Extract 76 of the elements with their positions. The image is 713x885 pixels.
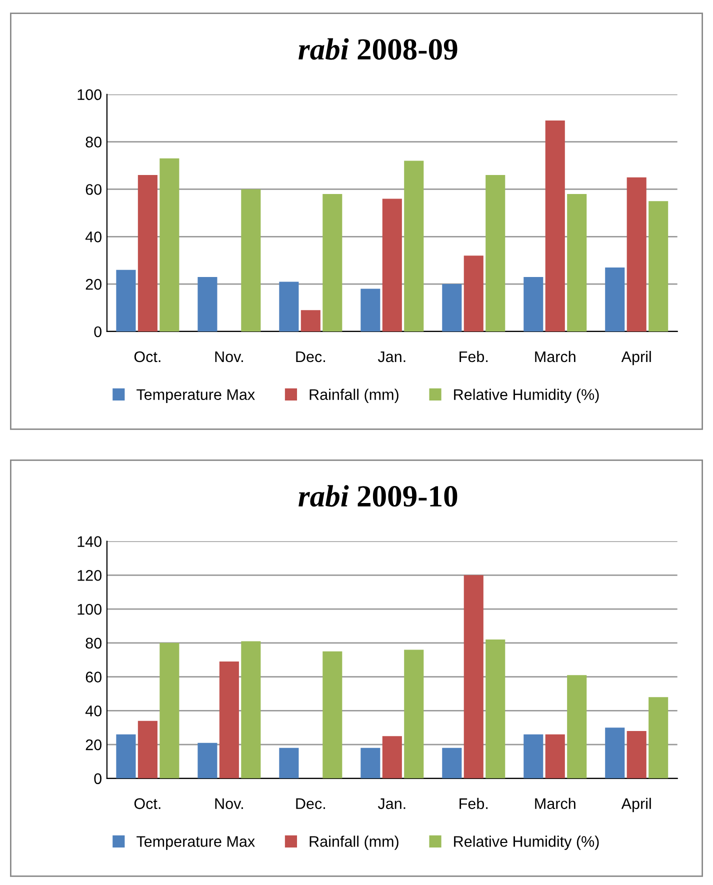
bar <box>404 650 424 778</box>
bar <box>626 730 646 778</box>
bar <box>486 174 506 332</box>
bar <box>322 194 342 332</box>
bar <box>138 720 158 778</box>
legend-label: Rainfall (mm) <box>310 388 398 403</box>
x-tick-label: Jan. <box>378 798 406 810</box>
bar <box>360 288 380 332</box>
bar <box>116 734 136 778</box>
x-tick-label: March <box>535 798 576 810</box>
legend-label: Temperature Max <box>136 836 255 850</box>
y-tick-label: 80 <box>86 638 102 649</box>
bar <box>567 675 587 778</box>
bar <box>404 160 424 332</box>
x-tick-label: March <box>535 350 576 362</box>
y-tick-label: 60 <box>86 184 102 195</box>
y-tick-label: 60 <box>86 672 102 682</box>
bar <box>219 662 239 778</box>
bar <box>241 641 261 778</box>
bar <box>464 256 484 332</box>
bar <box>300 310 320 332</box>
bar <box>626 177 646 332</box>
x-tick-label: Oct. <box>134 351 160 362</box>
x-tick-label: Dec. <box>296 351 325 362</box>
bar <box>160 642 180 778</box>
bar <box>138 174 158 332</box>
y-tick-label: 100 <box>78 604 102 615</box>
x-tick-label: Nov. <box>215 351 243 362</box>
bar <box>442 284 462 332</box>
y-tick-label: 140 <box>78 536 102 547</box>
bar <box>382 198 402 332</box>
legend-label: Temperature Max <box>136 389 255 403</box>
bar <box>160 158 180 332</box>
y-tick-label: 100 <box>78 89 102 100</box>
y-tick-label: 80 <box>86 136 102 148</box>
bar <box>382 736 402 778</box>
y-tick-label: 20 <box>86 278 102 290</box>
x-tick-label: Oct. <box>134 798 160 810</box>
bar <box>605 728 625 778</box>
x-tick-label: April <box>621 350 651 366</box>
bar <box>442 748 462 778</box>
y-tick-label: 20 <box>86 739 102 750</box>
legend-label: Relative Humidity (%) <box>454 836 599 850</box>
x-tick-label: Jan. <box>378 351 406 362</box>
bar <box>360 748 380 778</box>
x-tick-label: Feb. <box>460 798 488 810</box>
bar <box>524 276 544 332</box>
y-tick-label: 40 <box>85 232 102 242</box>
chart-title: rabi 2008-09 <box>298 38 458 60</box>
bar <box>279 748 299 778</box>
legend-label: Relative Humidity (%) <box>454 388 599 403</box>
chart-title: rabi 2009-10 <box>298 485 458 507</box>
bar <box>648 697 668 778</box>
bar <box>486 640 506 778</box>
bar <box>567 194 587 332</box>
x-tick-label: Nov. <box>215 798 243 810</box>
y-tick-label: 0 <box>94 773 102 784</box>
bar <box>198 742 218 778</box>
bar <box>241 189 261 332</box>
y-tick-label: 0 <box>94 326 102 338</box>
bar <box>524 734 544 778</box>
bar <box>545 120 565 332</box>
bar <box>464 575 484 778</box>
bar <box>322 651 342 778</box>
bar <box>605 267 625 332</box>
bar <box>648 201 668 332</box>
x-tick-label: April <box>621 798 651 812</box>
legend-label: Rainfall (mm) <box>310 836 398 850</box>
y-tick-label: 120 <box>78 570 102 581</box>
bar <box>279 282 299 332</box>
bar <box>545 734 565 778</box>
y-tick-label: 40 <box>85 706 102 716</box>
x-tick-label: Feb. <box>460 350 488 362</box>
bar <box>198 276 218 332</box>
x-tick-label: Dec. <box>296 798 325 810</box>
bar <box>116 270 136 332</box>
